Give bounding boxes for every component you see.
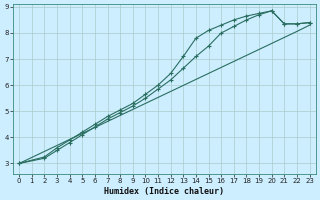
X-axis label: Humidex (Indice chaleur): Humidex (Indice chaleur) <box>104 187 224 196</box>
